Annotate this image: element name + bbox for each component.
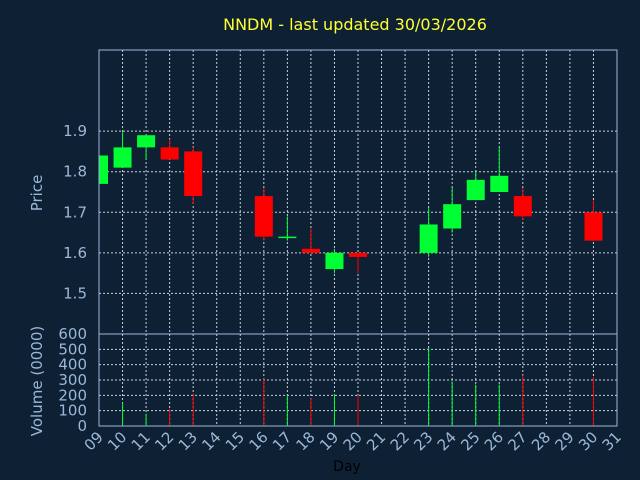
- x-tick-label: 21: [363, 428, 389, 454]
- candle-up: [490, 175, 509, 192]
- x-tick-label: 22: [387, 428, 413, 454]
- candle-down: [160, 147, 179, 160]
- candle-up: [419, 224, 438, 253]
- candle-up: [466, 179, 485, 201]
- candle-down: [301, 248, 320, 253]
- x-tick-label: 14: [198, 428, 224, 454]
- price-axis-ticks: 1.5 1.6 1.7 1.8 1.9: [63, 122, 87, 302]
- price-tick-label: 1.8: [63, 163, 87, 181]
- candle-down: [584, 212, 603, 241]
- x-tick-label: 26: [481, 428, 507, 454]
- candle-up: [99, 155, 108, 184]
- x-tick-label: 13: [175, 428, 201, 454]
- candle-down: [349, 252, 367, 257]
- x-tick-label: 29: [552, 428, 578, 454]
- volume-tick-label: 300: [58, 371, 87, 389]
- x-tick-label: 18: [293, 428, 319, 454]
- volume-axis-label: Volume (0000): [28, 326, 46, 436]
- volume-tick-label: 200: [58, 386, 87, 404]
- x-tick-label: 10: [104, 428, 130, 454]
- x-tick-label: 15: [222, 428, 248, 454]
- volume-tick-label: 600: [58, 325, 87, 343]
- x-tick-label: 19: [316, 428, 342, 454]
- x-tick-label: 27: [504, 428, 530, 454]
- volume-tick-label: 400: [58, 356, 87, 374]
- candle-up: [278, 236, 297, 239]
- x-tick-label: 25: [457, 428, 483, 454]
- price-tick-label: 1.6: [63, 244, 87, 262]
- candle-up: [137, 135, 156, 148]
- x-tick-label: 23: [410, 428, 436, 454]
- x-tick-label: 11: [128, 428, 154, 454]
- volume-panel-frame: [98, 333, 618, 427]
- x-tick-label: 16: [245, 428, 271, 454]
- price-axis-label: Price: [28, 175, 46, 212]
- x-tick-label: 17: [269, 428, 295, 454]
- price-grid: [98, 50, 618, 334]
- candle-up: [113, 147, 132, 168]
- x-tick-label: 30: [575, 428, 601, 454]
- volume-tick-label: 100: [58, 402, 87, 420]
- candle-down: [184, 151, 203, 197]
- price-tick-label: 1.7: [63, 203, 87, 221]
- candlestick-series: [98, 131, 603, 274]
- chart-title: NNDM - last updated 30/03/2026: [223, 15, 487, 34]
- x-tick-label: 20: [340, 428, 366, 454]
- x-tick-label: 28: [528, 428, 554, 454]
- price-tick-label: 1.5: [63, 284, 87, 302]
- x-tick-label: 31: [599, 428, 625, 454]
- volume-tick-label: 500: [58, 340, 87, 358]
- x-tick-label: 24: [434, 428, 460, 454]
- x-axis-label: Day: [333, 459, 361, 475]
- candle-down: [254, 196, 273, 237]
- x-axis-ticks: 0910111213141516171819202122232425262728…: [81, 428, 625, 454]
- candle-up: [325, 252, 344, 270]
- candle-up: [443, 204, 462, 229]
- candle-down: [513, 196, 532, 217]
- volume-series: [122, 347, 594, 426]
- x-tick-label: 12: [151, 428, 177, 454]
- price-tick-label: 1.9: [63, 122, 87, 140]
- volume-tick-label: 0: [77, 417, 87, 435]
